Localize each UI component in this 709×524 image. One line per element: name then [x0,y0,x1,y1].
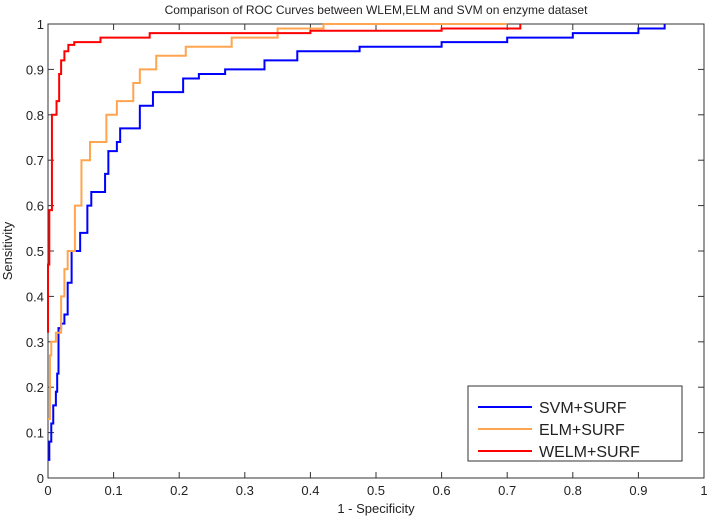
roc-line-welm-surf [47,24,522,333]
legend-label: ELM+SURF [539,422,625,439]
y-tick-label: 0.6 [26,199,44,214]
y-tick-label: 0.7 [26,153,44,168]
y-tick-label: 0.8 [26,108,44,123]
x-tick-label: 0.2 [170,483,188,498]
x-tick-label: 0.9 [629,483,647,498]
x-tick-label: 0.6 [433,483,451,498]
x-tick-label: 0 [44,483,51,498]
y-tick-label: 0.2 [26,380,44,395]
chart-title: Comparison of ROC Curves between WLEM,EL… [165,3,589,17]
x-axis-label: 1 - Specificity [337,501,415,516]
x-tick-label: 0.3 [236,483,254,498]
y-tick-label: 0.9 [26,62,44,77]
y-tick-label: 0 [37,471,44,486]
y-tick-label: 0.3 [26,335,44,350]
roc-line-elm-surf [48,23,508,420]
y-axis-label: Sensitivity [0,221,15,280]
x-tick-label: 0.5 [367,483,385,498]
legend-label: WELM+SURF [539,444,640,461]
legend-label: SVM+SURF [539,400,627,417]
x-tick-label: 1 [700,483,707,498]
x-tick-label: 0.4 [301,483,319,498]
y-tick-label: 0.1 [26,426,44,441]
y-tick-label: 0.4 [26,289,44,304]
y-tick-label: 1 [37,17,44,32]
y-tick-label: 0.5 [26,244,44,259]
x-tick-label: 0.7 [498,483,516,498]
x-tick-label: 0.1 [105,483,123,498]
roc-line-svm-surf [48,24,666,461]
x-tick-label: 0.8 [564,483,582,498]
legend: SVM+SURF ELM+SURF WELM+SURF [467,385,683,462]
legend-box [467,385,683,462]
